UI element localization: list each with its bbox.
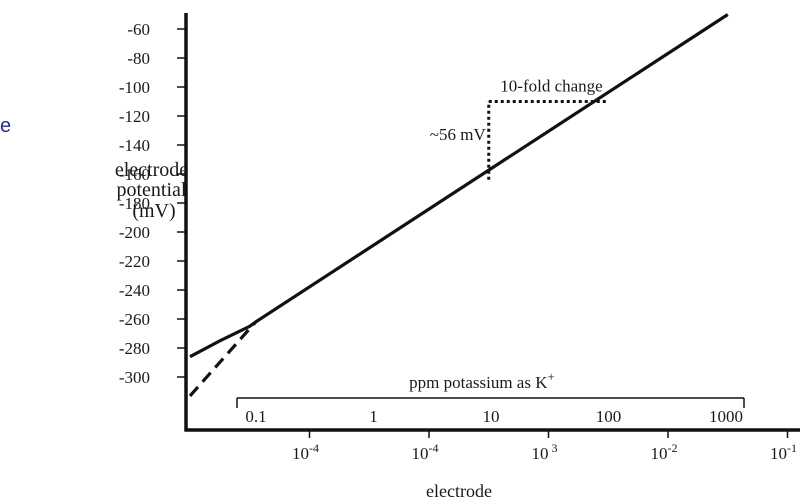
ppm-tick-label: 0.1: [245, 407, 266, 426]
y-axis-label-line-3: (mV): [132, 200, 175, 222]
ppm-tick-label: 1: [369, 407, 378, 426]
ppm-axis-label: ppm potassium as K+: [409, 369, 555, 392]
y-tick-label: -240: [119, 281, 150, 300]
x-tick-label: 10-4: [412, 441, 439, 463]
y-tick-label: -140: [119, 136, 150, 155]
x-tick-base: 10: [292, 444, 309, 463]
y-tick-label: -300: [119, 368, 150, 387]
x-tick-base: 10: [532, 444, 549, 463]
mv-change-label: ~56 mV: [430, 125, 487, 144]
extrapolation-dashed-line: [188, 320, 257, 397]
y-axis-label-line-1: electrode: [115, 159, 188, 181]
slope-annotation: 10-fold change ~56 mV: [430, 77, 609, 180]
x-axis: 10-4 10-4 10 3 10-2 10-1: [184, 428, 800, 463]
ppm-tick-label: 1000: [709, 407, 743, 426]
ppm-tick-label: 100: [596, 407, 622, 426]
x-tick-label: 10 3: [532, 441, 558, 463]
y-tick-label: -180: [119, 194, 150, 213]
ppm-axis-label-sup: +: [548, 369, 555, 384]
y-axis-label-line-2: potential: [117, 179, 187, 201]
y-tick-label: -60: [127, 20, 150, 39]
y-axis: -60 -80 -100 -120 -140 -160 -180 -200 -220 -240 -2…: [119, 13, 188, 432]
y-tick-label: -220: [119, 252, 150, 271]
x-tick-base: 10: [412, 444, 429, 463]
y-tick-label: -100: [119, 78, 150, 97]
x-tick-label: 10-4: [292, 441, 319, 463]
fold-change-label: 10-fold change: [500, 77, 602, 96]
y-tick-label: -80: [127, 49, 150, 68]
x-axis-label: electrode: [426, 481, 492, 501]
ppm-axis: ppm potassium as K+0.1 1 10 100 1000: [236, 369, 745, 426]
y-axis-label: electrode potential (mV): [115, 159, 193, 222]
x-tick-label: 10-1: [770, 441, 797, 463]
x-tick-base: 10: [770, 444, 787, 463]
y-tick-label: -280: [119, 339, 150, 358]
edge-text-fragment: e: [0, 115, 11, 137]
x-tick-label: 10-2: [651, 441, 678, 463]
y-tick-label: -120: [119, 107, 150, 126]
ppm-tick-label: 10: [483, 407, 500, 426]
series-lines: [188, 13, 729, 397]
x-tick-exponent: 3: [549, 441, 558, 455]
x-tick-exponent: -1: [787, 441, 797, 455]
electrode-response-line: [189, 13, 729, 359]
y-tick-label: -200: [119, 223, 150, 242]
ppm-axis-label-main: ppm potassium as K: [409, 373, 548, 392]
x-tick-exponent: -4: [309, 441, 319, 455]
x-tick-exponent: -2: [668, 441, 678, 455]
y-tick-label: -160: [119, 165, 150, 184]
x-tick-exponent: -4: [429, 441, 439, 455]
y-tick-label: -260: [119, 310, 150, 329]
x-tick-base: 10: [651, 444, 668, 463]
